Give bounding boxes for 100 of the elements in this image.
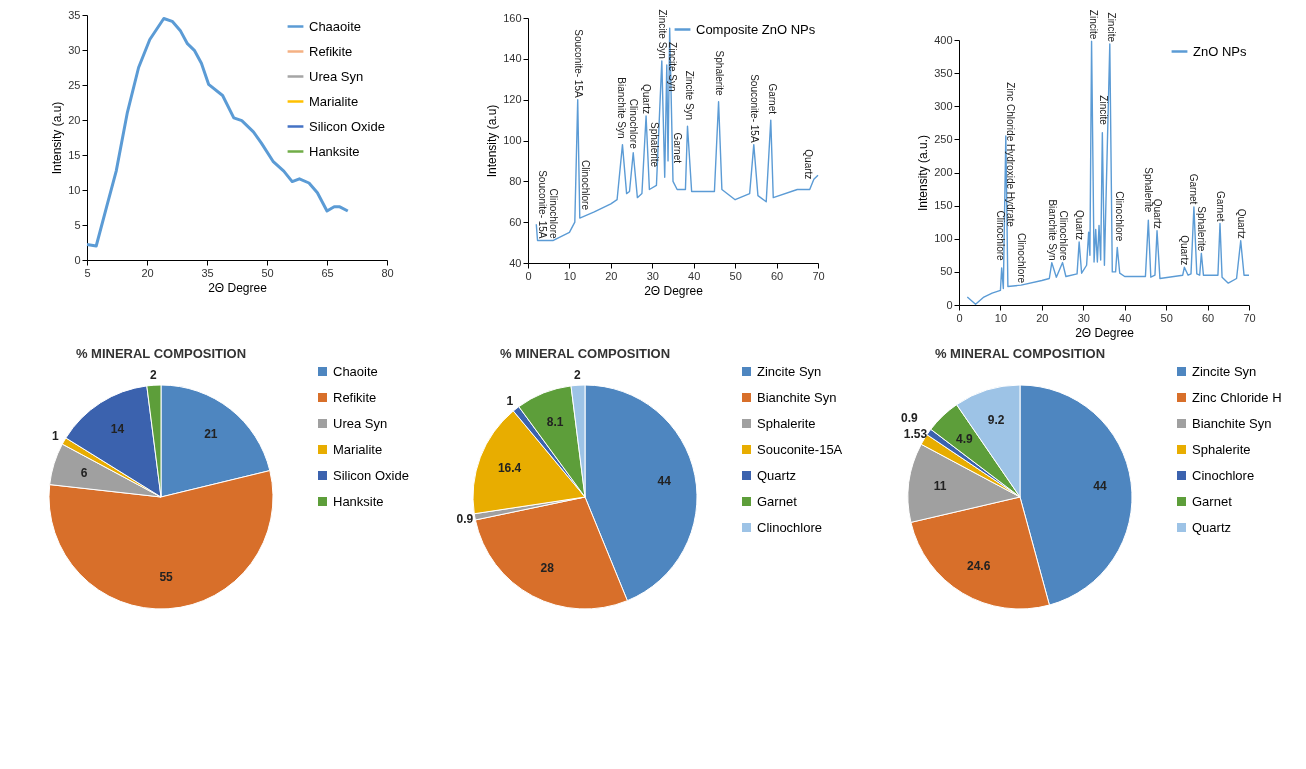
data-label: 1: [507, 393, 515, 408]
y-tick-label: 400: [934, 33, 953, 46]
annotation: Bianchite Syn: [1047, 199, 1059, 261]
data-label: 9.2: [987, 412, 1005, 427]
data-label: 21: [204, 426, 218, 441]
data-label: 2: [574, 368, 582, 383]
y-tick-label: 140: [503, 52, 522, 65]
x-tick-label: 30: [646, 269, 659, 282]
annotation: Sphalerite: [1196, 206, 1208, 252]
annotation: Zincite: [1088, 9, 1100, 40]
annotation: Zinc Chloride Hydroxide Hydrate: [1005, 82, 1017, 228]
y-tick-label: 350: [934, 66, 953, 79]
x-tick-label: 0: [956, 311, 963, 324]
y-tick-label: 20: [67, 113, 81, 126]
y-tick-label: 100: [503, 134, 522, 146]
y-tick-label: 100: [934, 232, 953, 245]
annotation: Quartz: [1152, 198, 1164, 229]
legend-label: Bianchite Syn: [757, 389, 837, 405]
x-tick-label: 65: [321, 266, 334, 279]
data-label: 44: [657, 474, 672, 489]
legend-label: Urea Syn: [308, 68, 363, 84]
x-tick-label: 60: [770, 269, 784, 282]
data-label: 16.4: [498, 461, 523, 476]
x-tick-label: 50: [729, 269, 742, 282]
legend-label: Quartz: [1192, 519, 1232, 535]
legend-label: Refikite: [308, 43, 353, 59]
x-tick-label: 40: [688, 269, 701, 282]
data-label: 14: [110, 422, 125, 437]
annotation: Quartz: [1179, 235, 1191, 266]
legend-label: Bianchite Syn: [1192, 415, 1272, 431]
x-tick-label: 10: [995, 311, 1008, 324]
data-label: 8.1: [547, 415, 565, 430]
data-label: 24.6: [967, 559, 991, 574]
annotation: Clinochlore: [627, 98, 639, 150]
legend-label: ZnO NPs: [1193, 43, 1248, 59]
annotation: Quartz: [802, 149, 814, 180]
y-tick-label: 5: [74, 218, 81, 231]
annotation: Zincite: [1098, 95, 1110, 126]
legend-label: Clinochlore: [757, 519, 823, 535]
x-tick-label: 80: [381, 266, 394, 279]
legend-label: Garnet: [1192, 493, 1233, 509]
legend-label: Marialite: [308, 93, 358, 109]
annotation: Garnet: [672, 132, 684, 164]
x-tick-label: 50: [261, 266, 274, 279]
data-label: 11: [933, 479, 947, 494]
chart-title: % MINERAL COMPOSITION: [75, 346, 246, 361]
annotation: Souconite- 15A: [536, 170, 548, 239]
annotation: Quartz: [1074, 210, 1086, 241]
y-tick-label: 160: [503, 11, 522, 24]
x-tick-label: 5: [84, 266, 91, 279]
x-tick-label: 50: [1160, 311, 1174, 324]
legend-label: Composite ZnO NPs: [695, 21, 816, 37]
annotation: Quartz: [641, 83, 653, 114]
x-tick-label: 20: [1036, 311, 1049, 324]
x-axis-title: 2Θ Degree: [207, 280, 267, 295]
legend-label: Cinochlore: [1192, 467, 1255, 483]
y-tick-label: 40: [509, 256, 522, 269]
x-tick-label: 20: [605, 269, 618, 282]
y-axis-title: Intensity (a.u.): [916, 134, 931, 212]
annotation: Sphalerite: [713, 50, 725, 97]
x-tick-label: 70: [812, 269, 825, 282]
data-label: 1: [51, 429, 59, 443]
legend-label: Sphalerite: [757, 415, 817, 431]
x-tick-label: 35: [201, 266, 214, 279]
legend-label: Urea Syn: [332, 415, 388, 431]
legend-label: Silicon Oxide: [332, 467, 409, 483]
legend-label: Hanksite: [308, 143, 360, 159]
legend-label: Refikite: [332, 389, 377, 405]
y-axis-title: Intensity (a.u): [485, 104, 500, 178]
data-label: 4.9: [956, 431, 974, 446]
y-tick-label: 25: [67, 78, 81, 91]
legend-label: Quartz: [757, 467, 797, 483]
data-label: 55: [159, 570, 173, 585]
y-tick-label: 150: [934, 199, 953, 212]
annotation: Garnet: [767, 83, 779, 115]
annotation: Bianchite Syn: [616, 77, 628, 139]
y-tick-label: 0: [946, 298, 953, 311]
y-axis-title: Intensity (a.u): [49, 101, 64, 175]
annotation: Clinochlore: [580, 159, 592, 211]
annotation: Garnet: [1188, 173, 1200, 205]
legend-label: Chaaoite: [308, 18, 361, 34]
line-series: [966, 40, 1251, 306]
data-label: 44: [1093, 479, 1108, 494]
legend-label: Zincite Syn: [757, 363, 822, 379]
chart-title: % MINERAL COMPOSITION: [935, 346, 1106, 361]
legend-label: Silicon Oxide: [308, 118, 385, 134]
y-tick-label: 60: [509, 215, 522, 228]
annotation: Clinochlore: [1057, 210, 1069, 262]
x-tick-label: 10: [563, 269, 577, 282]
annotation: Zincite Syn: [667, 42, 679, 92]
y-tick-label: 120: [503, 93, 522, 106]
data-label: 28: [540, 561, 555, 576]
data-label: 2: [149, 368, 157, 383]
y-tick-label: 30: [67, 43, 81, 56]
y-tick-label: 35: [67, 8, 81, 21]
chart-title: % MINERAL COMPOSITION: [500, 346, 671, 361]
annotation: Zincite: [1105, 12, 1117, 43]
annotation: Zincite Syn: [683, 70, 695, 121]
annotation: Quartz: [1236, 208, 1248, 239]
x-axis-title: 2Θ Degree: [1075, 325, 1135, 340]
